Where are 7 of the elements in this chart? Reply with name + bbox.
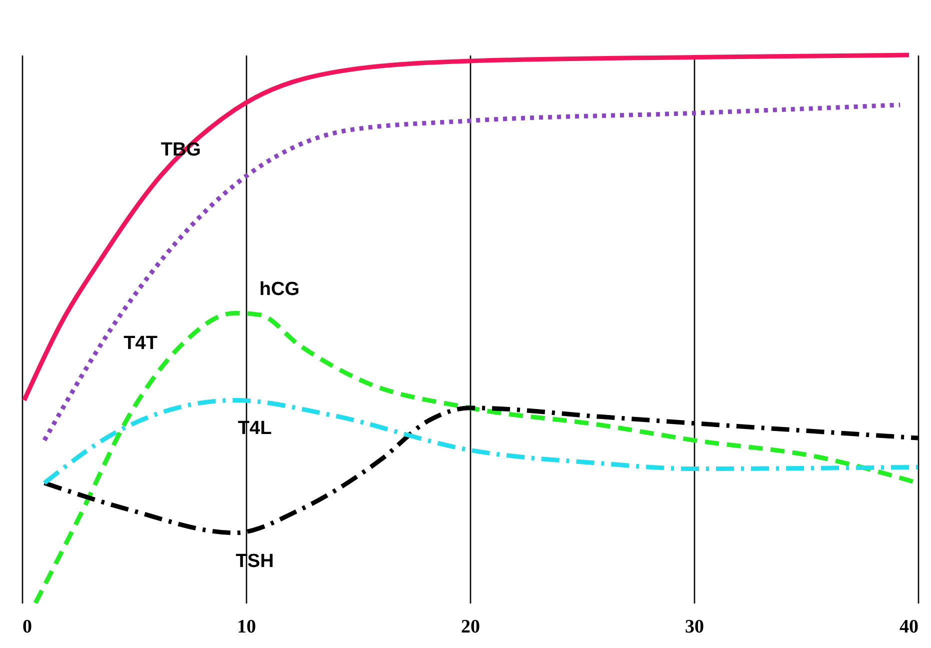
x-tick-label: 40: [900, 616, 918, 638]
x-tick-label: 20: [461, 616, 480, 638]
x-tick-label: 10: [237, 616, 256, 638]
series-label: hCG: [259, 278, 300, 300]
x-tick-label: 30: [685, 616, 704, 638]
x-tick-label: 0: [22, 616, 32, 638]
series-label: T4T: [124, 332, 158, 354]
